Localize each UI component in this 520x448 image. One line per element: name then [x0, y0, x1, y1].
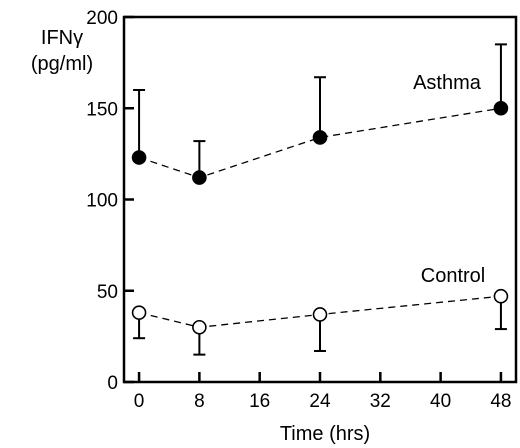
x-tick-label-40: 40 — [430, 391, 451, 412]
series-layer — [131, 43, 509, 356]
point-asthma-0 — [131, 150, 147, 165]
x-tick-label-48: 48 — [490, 391, 511, 412]
y-axis-title: IFNγ — [41, 27, 83, 49]
series-line-asthma — [138, 107, 502, 179]
x-tick-label-0: 0 — [134, 391, 145, 412]
y-axis-unit: (pg/ml) — [31, 53, 93, 75]
point-control-8 — [192, 319, 207, 335]
point-asthma-8 — [192, 170, 207, 185]
series-label-asthma: Asthma — [413, 72, 482, 94]
x-tick-label-24: 24 — [309, 391, 331, 412]
point-control-24 — [312, 307, 328, 322]
series-line-control — [138, 295, 501, 328]
point-asthma-48 — [493, 100, 509, 116]
y-tick-label-100: 100 — [86, 191, 118, 212]
y-tick-label-150: 150 — [86, 99, 118, 120]
point-control-0 — [131, 305, 147, 320]
x-tick-label-16: 16 — [249, 391, 270, 412]
point-control-48 — [493, 288, 509, 304]
y-tick-label-50: 50 — [97, 282, 118, 303]
point-asthma-24 — [312, 130, 328, 145]
ticks: 0 50 100 150 200 0 8 16 24 32 40 48 — [86, 8, 511, 412]
series-control — [131, 288, 509, 356]
x-tick-label-32: 32 — [370, 391, 391, 412]
series-asthma — [131, 43, 509, 185]
x-axis-title: Time (hrs) — [280, 423, 370, 445]
y-tick-label-0: 0 — [107, 373, 118, 394]
y-tick-label-200: 200 — [86, 8, 118, 29]
series-label-control: Control — [421, 265, 485, 287]
x-tick-label-8: 8 — [194, 391, 205, 412]
